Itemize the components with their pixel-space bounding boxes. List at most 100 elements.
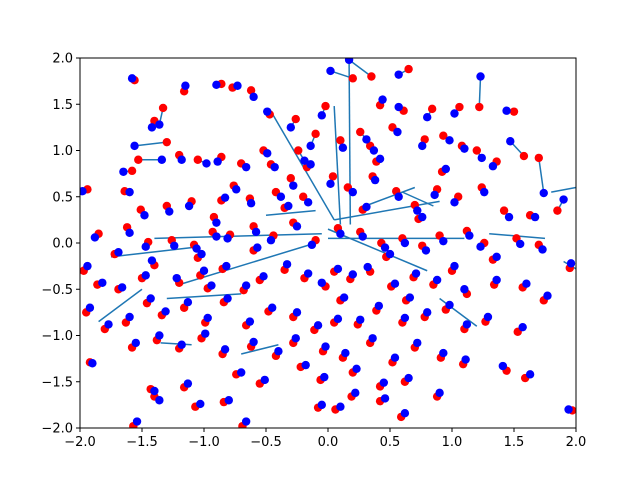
blue-point [320, 372, 329, 382]
link-segment [327, 228, 428, 272]
blue-point [141, 271, 150, 280]
red-point [404, 64, 413, 74]
red-point [158, 103, 168, 113]
blue-point [224, 396, 233, 405]
blue-point [125, 187, 134, 197]
blue-point [480, 187, 489, 197]
blue-point [421, 246, 431, 255]
blue-point [155, 120, 164, 129]
red-point [299, 192, 308, 201]
blue-point [181, 81, 190, 90]
y-tick-label: −1.5 [41, 375, 73, 390]
blue-point [413, 206, 422, 215]
blue-point [249, 92, 258, 102]
blue-point [504, 212, 514, 222]
blue-point [117, 283, 127, 292]
scatter-points [80, 58, 576, 428]
blue-point [207, 281, 216, 290]
x-tick-label: 2.0 [566, 435, 587, 450]
blue-point [276, 192, 286, 201]
blue-point [394, 102, 403, 112]
red-point [286, 174, 295, 183]
blue-point [155, 396, 164, 405]
blue-point [282, 260, 292, 269]
red-point [499, 206, 509, 215]
blue-point [292, 308, 302, 317]
blue-point [147, 256, 157, 265]
blue-point [441, 164, 450, 174]
y-tick-label: 2.0 [52, 52, 73, 67]
blue-point [212, 232, 221, 241]
blue-point [131, 338, 140, 348]
link-segment [265, 209, 316, 216]
blue-point [543, 291, 552, 300]
x-tick-label: −1.5 [126, 435, 158, 450]
red-point [336, 136, 345, 145]
y-tick-label: −0.5 [41, 283, 73, 298]
blue-point [525, 370, 535, 379]
blue-point [245, 317, 255, 326]
y-tick-label: 0.5 [52, 190, 73, 205]
blue-point [518, 322, 527, 332]
blue-point [263, 107, 272, 116]
red-point [328, 172, 338, 181]
blue-point [303, 198, 313, 207]
blue-point [289, 181, 298, 190]
blue-point [90, 233, 100, 242]
blue-point [460, 144, 469, 153]
blue-point [313, 321, 323, 330]
y-tick-label: 1.0 [52, 144, 73, 159]
red-point [427, 104, 437, 114]
blue-point [222, 261, 231, 271]
blue-point [344, 58, 354, 65]
blue-point [380, 243, 390, 252]
link-segment [364, 186, 416, 207]
blue-point [301, 360, 310, 370]
blue-point [336, 229, 345, 238]
blue-point [98, 278, 107, 287]
blue-point [432, 275, 442, 285]
blue-point [326, 66, 335, 76]
blue-point [263, 149, 272, 158]
blue-point [146, 294, 155, 303]
blue-point [114, 248, 123, 257]
pair-connector [134, 141, 167, 147]
red-point [455, 102, 464, 112]
blue-point [418, 212, 427, 222]
blue-point [423, 113, 432, 122]
blue-point [351, 388, 360, 398]
link-segment [154, 233, 322, 240]
blue-point [183, 379, 193, 388]
red-point [162, 137, 171, 147]
blue-point [203, 313, 212, 323]
blue-point [306, 160, 315, 169]
blue-point [341, 348, 350, 358]
red-point [246, 86, 256, 95]
blue-point [352, 364, 361, 373]
blue-point [251, 227, 261, 237]
blue-point [393, 127, 402, 137]
blue-point [348, 270, 357, 279]
blue-point [317, 278, 326, 287]
blue-point [125, 228, 134, 238]
blue-point [326, 179, 335, 188]
blue-point [476, 72, 485, 81]
blue-point [249, 337, 258, 347]
blue-point [274, 347, 283, 356]
blue-point [259, 272, 268, 281]
blue-point [465, 231, 474, 240]
blue-point [358, 232, 367, 241]
blue-point [177, 155, 186, 164]
blue-point [488, 162, 498, 171]
blue-point [212, 80, 221, 90]
blue-point [378, 95, 387, 104]
blue-point [172, 273, 181, 283]
blue-point [303, 269, 313, 278]
y-axis: −2.0 −1.5 −1.0 −0.5 0.0 0.5 1.0 1.5 2.0 [41, 52, 80, 437]
blue-point [379, 378, 388, 387]
blue-point [104, 320, 113, 329]
blue-point [363, 262, 372, 272]
blue-point [356, 315, 365, 324]
